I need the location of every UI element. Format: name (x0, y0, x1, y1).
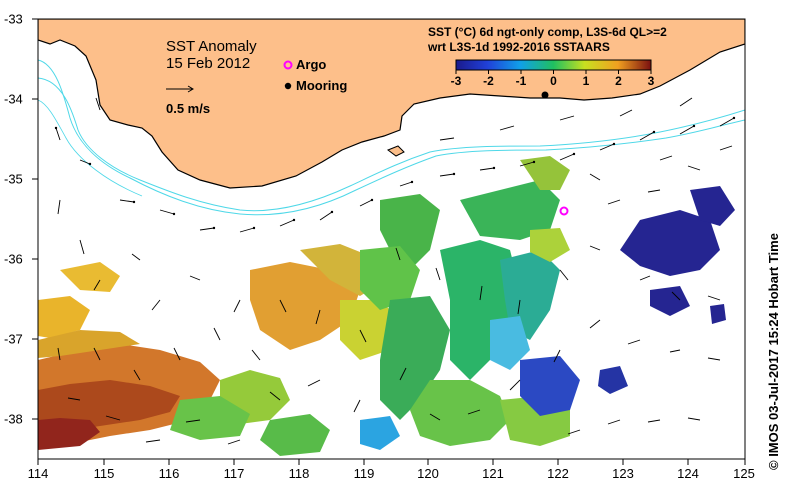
colorbar-tick-label: -3 (450, 74, 462, 88)
y-tick-label: -37 (4, 331, 23, 347)
x-tick-label: 114 (27, 466, 49, 481)
axis-ticks (32, 18, 746, 465)
x-tick-label: 120 (417, 466, 439, 481)
colorbar-tick-label: 1 (582, 74, 590, 88)
x-tick-label: 119 (353, 466, 375, 481)
colorbar-title-line1: SST (°C) 6d ngt-only comp, L3S-6d QL>=2 (428, 25, 667, 39)
current-vector-heads (54, 116, 736, 230)
x-tick-label: 117 (223, 466, 245, 481)
x-tick-label: 121 (482, 466, 504, 481)
colorbar-tick-label: -1 (515, 74, 527, 88)
current-vectors (55, 97, 735, 445)
map-date: 15 Feb 2012 (166, 55, 251, 72)
colorbar-ticks (455, 70, 652, 74)
mooring-marker (541, 91, 549, 99)
y-tick-label: -38 (4, 411, 23, 427)
contour-shelf (38, 77, 745, 212)
y-tick-label: -33 (4, 11, 23, 27)
x-tick-label: 116 (158, 466, 180, 481)
y-tick-label: -35 (4, 171, 23, 187)
contour-slope (38, 59, 745, 216)
x-tick-label: 125 (733, 466, 755, 481)
mooring-legend-label: Mooring (296, 78, 348, 93)
colorbar-tick-label: 2 (615, 74, 622, 88)
argo-float-marker (559, 206, 569, 216)
mooring-legend-icon (284, 82, 292, 90)
vector-scale-arrow (166, 85, 194, 93)
credit-timestamp: © IMOS 03-Jul-2017 15:24 Hobart Time (766, 233, 781, 470)
x-tick-label: 124 (677, 466, 699, 481)
x-tick-label: 118 (288, 466, 310, 481)
x-tick-label: 122 (547, 466, 569, 481)
island (386, 145, 405, 157)
x-tick-label: 115 (93, 466, 115, 481)
sst-patches (38, 156, 735, 456)
y-tick-label: -36 (4, 251, 23, 267)
colorbar (455, 59, 652, 71)
map-title: SST Anomaly (166, 38, 257, 55)
plot-frame (37, 18, 746, 460)
vector-scale-label: 0.5 m/s (166, 101, 211, 116)
contour-inner (38, 99, 143, 197)
argo-legend-label: Argo (296, 57, 327, 72)
y-tick-label: -34 (4, 91, 23, 107)
argo-legend-icon (283, 60, 293, 70)
colorbar-tick-label: 0 (550, 74, 557, 88)
x-tick-label: 123 (612, 466, 634, 481)
colorbar-tick-label: -2 (483, 74, 494, 88)
colorbar-title-line2: wrt L3S-1d 1992-2016 SSTAARS (428, 40, 610, 54)
land-australia (38, 19, 745, 189)
colorbar-tick-label: 3 (647, 74, 655, 88)
